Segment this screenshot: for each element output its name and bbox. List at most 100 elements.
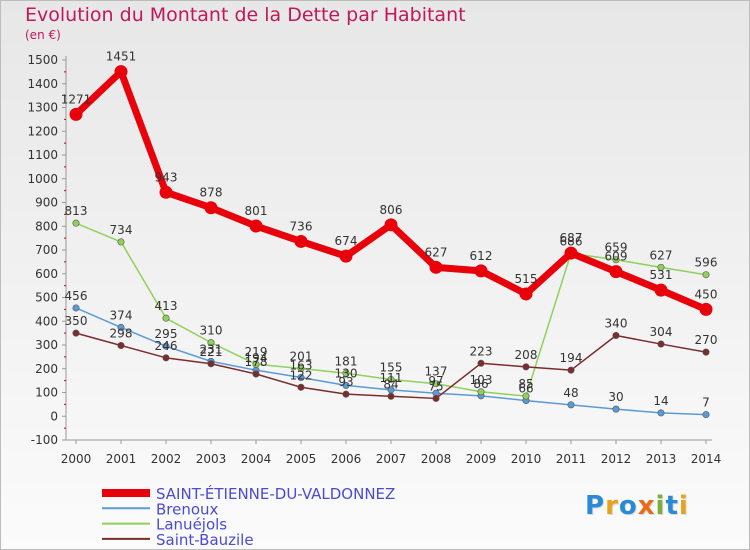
data-label: 612 bbox=[470, 249, 493, 263]
data-label: 97 bbox=[428, 374, 443, 388]
y-tick-label: 100 bbox=[35, 386, 58, 400]
data-label: 659 bbox=[605, 241, 628, 255]
data-label: 943 bbox=[155, 170, 178, 184]
data-label: 1271 bbox=[61, 92, 92, 106]
data-point bbox=[657, 340, 665, 348]
y-tick-label: 900 bbox=[35, 196, 58, 210]
data-label: 7 bbox=[702, 396, 710, 410]
data-point bbox=[654, 283, 668, 297]
data-label: 208 bbox=[515, 348, 538, 362]
x-tick-label: 2013 bbox=[646, 452, 677, 466]
y-tick-label: 1400 bbox=[27, 77, 58, 91]
data-label: 734 bbox=[110, 223, 133, 237]
data-label: 66 bbox=[518, 382, 533, 396]
data-label: 627 bbox=[425, 245, 448, 259]
data-point bbox=[207, 339, 215, 347]
data-point bbox=[702, 348, 710, 356]
data-label: 93 bbox=[338, 375, 353, 389]
data-label: 304 bbox=[650, 325, 673, 339]
data-point bbox=[162, 354, 170, 362]
x-tick-label: 2010 bbox=[511, 452, 542, 466]
data-label: 155 bbox=[380, 360, 403, 374]
data-point bbox=[207, 360, 215, 368]
logo-letter: P bbox=[585, 491, 606, 521]
legend-label: Saint-Bauzile bbox=[156, 531, 254, 549]
data-label: 374 bbox=[110, 308, 133, 322]
x-tick-label: 2006 bbox=[331, 452, 362, 466]
data-label: 75 bbox=[428, 379, 443, 393]
data-point bbox=[429, 260, 443, 274]
data-point bbox=[474, 264, 488, 278]
data-point bbox=[72, 219, 80, 227]
proxiti-logo: Proxiti bbox=[585, 491, 689, 521]
data-label: 687 bbox=[560, 231, 583, 245]
data-point bbox=[114, 65, 128, 79]
data-label: 194 bbox=[560, 351, 583, 365]
data-point bbox=[117, 238, 125, 246]
y-tick-label: 1200 bbox=[27, 124, 58, 138]
logo-letter: r bbox=[605, 491, 619, 521]
data-point bbox=[294, 234, 308, 248]
data-label: 350 bbox=[65, 314, 88, 328]
data-point bbox=[162, 314, 170, 322]
x-tick-label: 2000 bbox=[61, 452, 92, 466]
data-point bbox=[297, 374, 305, 382]
legend-label: Lanuéjols bbox=[156, 516, 227, 534]
chart-title: Evolution du Montant de la Dette par Hab… bbox=[25, 4, 466, 26]
data-point bbox=[567, 366, 575, 374]
x-tick-label: 2012 bbox=[601, 452, 632, 466]
data-label: 122 bbox=[290, 368, 313, 382]
data-point bbox=[342, 369, 350, 377]
data-label: 178 bbox=[245, 355, 268, 369]
data-label: 340 bbox=[605, 317, 628, 331]
data-label: 103 bbox=[470, 373, 493, 387]
data-point bbox=[162, 342, 170, 350]
data-point bbox=[387, 392, 395, 400]
y-tick-label: 1300 bbox=[27, 101, 58, 115]
data-point bbox=[522, 363, 530, 371]
data-point bbox=[612, 256, 620, 264]
logo-letter: o bbox=[618, 491, 638, 521]
x-tick-label: 2002 bbox=[151, 452, 182, 466]
data-point bbox=[297, 365, 305, 373]
data-label: 515 bbox=[515, 272, 538, 286]
data-label: 246 bbox=[155, 339, 178, 353]
x-tick-label: 2007 bbox=[376, 452, 407, 466]
y-tick-label: 0 bbox=[50, 409, 58, 423]
data-label: 801 bbox=[245, 204, 268, 218]
y-tick-label: 400 bbox=[35, 314, 58, 328]
data-label: 111 bbox=[380, 371, 403, 385]
data-point bbox=[69, 107, 83, 121]
data-point bbox=[159, 185, 173, 199]
data-point bbox=[387, 375, 395, 383]
x-tick-label: 2009 bbox=[466, 452, 497, 466]
data-label: 674 bbox=[335, 234, 358, 248]
data-point bbox=[702, 271, 710, 279]
data-point bbox=[342, 381, 350, 389]
y-tick-label: 700 bbox=[35, 243, 58, 257]
data-label: 627 bbox=[650, 248, 673, 262]
data-label: 14 bbox=[653, 394, 668, 408]
x-tick-label: 2003 bbox=[196, 452, 227, 466]
logo-letter: t bbox=[665, 491, 679, 521]
data-point bbox=[612, 405, 620, 413]
data-point bbox=[384, 218, 398, 232]
data-point bbox=[252, 370, 260, 378]
data-point bbox=[519, 287, 533, 301]
data-label: 219 bbox=[245, 345, 268, 359]
legend-label: Brenoux bbox=[156, 500, 219, 518]
x-tick-label: 2008 bbox=[421, 452, 452, 466]
data-point bbox=[702, 411, 710, 419]
data-point bbox=[117, 341, 125, 349]
data-label: 85 bbox=[518, 377, 533, 391]
data-label: 48 bbox=[563, 386, 578, 400]
data-label: 231 bbox=[200, 342, 223, 356]
data-point bbox=[522, 392, 530, 400]
data-point bbox=[657, 409, 665, 417]
y-tick-label: 600 bbox=[35, 267, 58, 281]
x-tick-label: 2011 bbox=[556, 452, 587, 466]
data-label: 201 bbox=[290, 350, 313, 364]
data-label: 450 bbox=[695, 287, 718, 301]
data-label: 456 bbox=[65, 289, 88, 303]
x-tick-label: 2005 bbox=[286, 452, 317, 466]
